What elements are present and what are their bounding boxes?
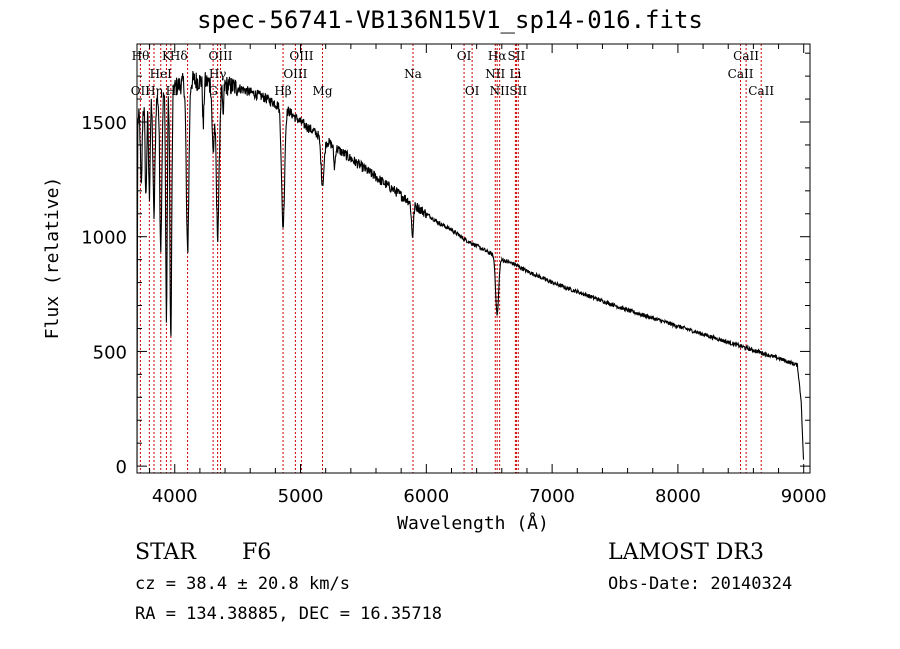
y-tick-label: 0	[116, 457, 127, 478]
line-label: Hη	[145, 84, 163, 98]
line-label: Hγ	[209, 67, 227, 81]
line-label: Mg	[313, 84, 333, 98]
x-tick-label: 8000	[655, 486, 701, 507]
x-tick-label: 9000	[781, 486, 827, 507]
line-label: OII	[131, 84, 151, 98]
line-label: G	[208, 84, 218, 98]
observation-date: Obs-Date: 20140324	[608, 574, 793, 594]
y-tick-label: 1500	[81, 113, 127, 134]
y-axis: 0 500 1000 1500	[81, 52, 810, 478]
line-label: Hα	[488, 49, 507, 63]
object-class: STAR	[135, 540, 196, 565]
spectral-line-markers	[139, 44, 762, 473]
y-tick-label: 500	[93, 342, 127, 363]
survey-name: LAMOST DR3	[608, 540, 764, 565]
line-label: OIII	[208, 49, 232, 63]
line-label: Na	[404, 67, 422, 81]
object-subclass: F6	[242, 540, 272, 565]
line-label: HeI	[150, 67, 173, 81]
line-label: Hθ	[132, 49, 150, 63]
line-label: CaII	[733, 49, 759, 63]
x-axis: 4000 5000 6000 7000 8000 9000	[149, 44, 827, 507]
line-label: SII	[508, 49, 526, 63]
x-tick-label: 4000	[152, 486, 198, 507]
line-label: CaII	[748, 84, 774, 98]
line-label: Hβ	[274, 84, 291, 98]
chart-title: spec-56741-VB136N15V1_sp14-016.fits	[197, 6, 703, 34]
line-label: OIII	[289, 49, 313, 63]
line-label: OIII	[283, 67, 307, 81]
coordinates: RA = 134.38885, DEC = 16.35718	[135, 604, 443, 624]
spectrum-trace	[136, 70, 805, 467]
y-tick-label: 1000	[81, 228, 127, 249]
line-label: OI	[457, 49, 472, 63]
x-tick-label: 5000	[278, 486, 324, 507]
line-label: OI	[465, 84, 480, 98]
line-label: Li	[509, 67, 521, 81]
redshift-value: cz = 38.4 ± 20.8 km/s	[135, 574, 350, 594]
x-tick-label: 7000	[529, 486, 575, 507]
line-label: Hδ	[170, 49, 188, 63]
spectral-line-labels: OII Hθ Hη HeI K H Hδ G OIII Hγ Hβ OIII OIII Mg Na OI OI N…	[131, 49, 775, 98]
line-label: NII	[490, 84, 510, 98]
y-axis-label: Flux (relative)	[42, 177, 63, 340]
x-tick-label: 6000	[403, 486, 449, 507]
line-label: CaII	[728, 67, 754, 81]
line-label: K	[162, 49, 172, 63]
x-axis-label: Wavelength (Å)	[397, 512, 549, 534]
line-label: NII	[485, 67, 505, 81]
line-label: H	[166, 84, 176, 98]
line-label: SII	[509, 84, 527, 98]
plot-frame	[136, 43, 811, 474]
